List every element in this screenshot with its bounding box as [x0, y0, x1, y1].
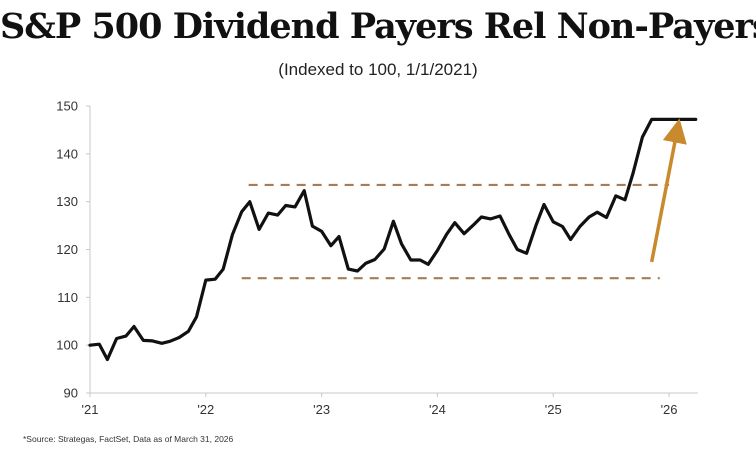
- y-tick-label: 100: [56, 338, 78, 353]
- series-line: [88, 117, 698, 362]
- trend-arrow: [649, 118, 687, 263]
- y-tick-label: 140: [56, 146, 78, 161]
- source-note: *Source: Strategas, FactSet, Data as of …: [23, 434, 234, 444]
- x-tick-label: '24: [429, 402, 446, 417]
- x-tick-label: '26: [661, 402, 678, 417]
- chart-title: S&P 500 Dividend Payers Rel Non-Payers: [0, 6, 756, 47]
- y-tick-label: 110: [57, 290, 78, 305]
- y-tick-label: 130: [56, 194, 78, 209]
- chart-subtitle: (Indexed to 100, 1/1/2021): [278, 60, 478, 79]
- y-tick-label: 90: [64, 386, 78, 401]
- y-tick-label: 150: [56, 99, 78, 114]
- y-tick-label: 120: [56, 242, 78, 257]
- x-tick-label: '23: [313, 402, 330, 417]
- x-tick-label: '21: [82, 402, 99, 417]
- x-tick-label: '25: [545, 402, 562, 417]
- x-tick-label: '22: [197, 402, 214, 417]
